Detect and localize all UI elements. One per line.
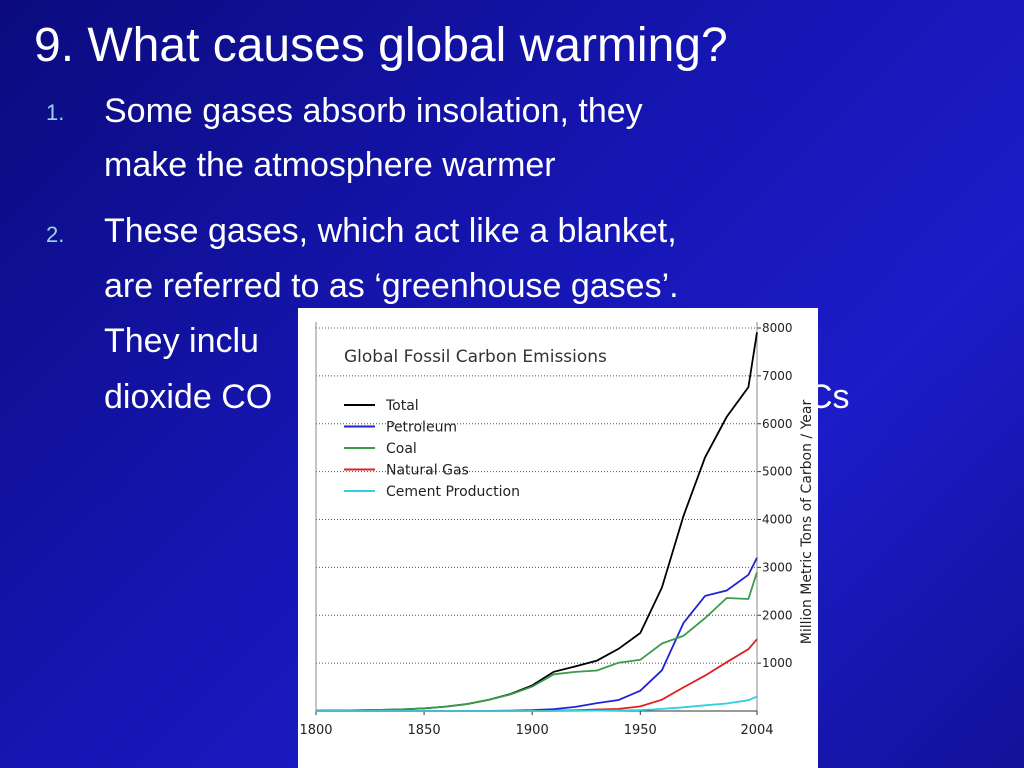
item-line: These gases, which act like a blanket, [104, 212, 677, 250]
y-tick-label: 3000 [762, 560, 793, 574]
item-number: 1. [46, 100, 65, 125]
chart: Global Fossil Carbon Emissions Million M… [298, 308, 818, 768]
x-tick-label: 1800 [299, 723, 332, 738]
legend-label: Cement Production [386, 484, 520, 500]
x-tick-label: 2004 [740, 723, 773, 738]
legend-label: Coal [386, 441, 417, 457]
series-line [315, 571, 758, 712]
series-line [316, 557, 758, 712]
y-tick-label: 1000 [762, 656, 793, 670]
chart-title: Global Fossil Carbon Emissions [344, 347, 607, 367]
legend-label: Petroleum [386, 420, 457, 436]
series-line [315, 332, 758, 712]
slide-title: 9. What causes global warming? [34, 19, 728, 72]
series-line [316, 638, 758, 712]
y-axis-label: Million Metric Tons of Carbon / Year [799, 400, 815, 645]
legend-label: Total [385, 398, 419, 414]
item-line: They inclu [104, 322, 259, 360]
item-line: Some gases absorb insolation, they [104, 92, 643, 130]
x-tick-label: 1900 [516, 723, 549, 738]
item-number: 2. [46, 222, 65, 247]
y-tick-label: 8000 [762, 321, 793, 335]
x-tick-label: 1950 [624, 723, 657, 738]
item-line: make the atmosphere warmer [104, 146, 556, 184]
y-tick-label: 2000 [762, 608, 793, 622]
x-tick-label: 1850 [408, 723, 441, 738]
item-line: are referred to as ‘greenhouse gases’. [104, 267, 679, 305]
series-line [316, 695, 758, 712]
legend-label: Natural Gas [386, 463, 469, 479]
item-line: dioxide CO [104, 378, 273, 416]
y-tick-label: 7000 [762, 369, 793, 383]
y-tick-label: 4000 [762, 513, 793, 527]
y-tick-label: 5000 [762, 465, 793, 479]
y-tick-label: 6000 [762, 417, 793, 431]
